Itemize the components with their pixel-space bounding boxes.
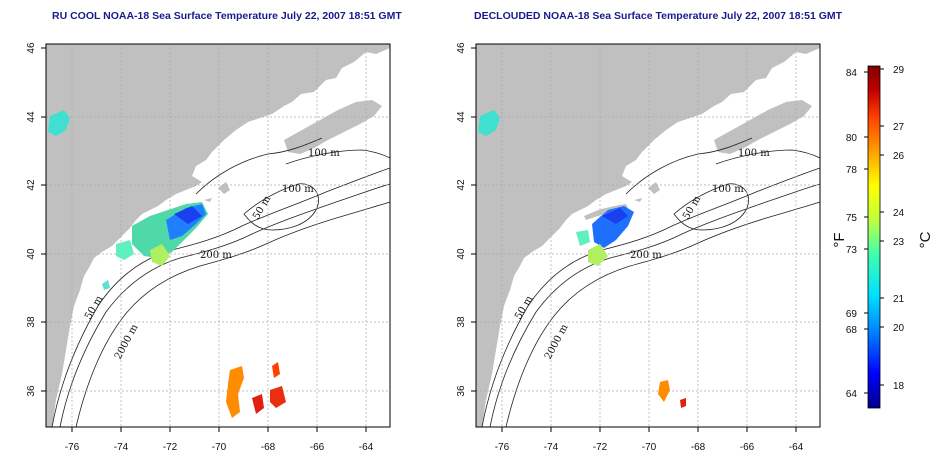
f-tick-label: 75 [846, 213, 858, 224]
y-tick-label: 46 [456, 42, 467, 54]
y-tick-label: 44 [26, 111, 37, 123]
contour-label-100m-b: 100 m [282, 184, 314, 195]
y-tick-label: 42 [26, 179, 37, 191]
colorbar-celsius-labels: 29 27 26 24 23 21 20 18 [893, 65, 905, 392]
x-tick-label: -68 [261, 442, 276, 453]
y-tick-label: 40 [26, 248, 37, 260]
c-tick-label: 26 [893, 151, 905, 162]
fahrenheit-unit-label: °F [831, 232, 848, 247]
x-tick-label: -64 [359, 442, 374, 453]
x-tick-label: -74 [114, 442, 129, 453]
left-sst-map: 100 m 100 m 50 m 200 m 50 m 2000 m -76 -… [26, 42, 391, 453]
c-tick-label: 29 [893, 65, 905, 76]
y-tick-label: 46 [26, 42, 37, 54]
right-tick-marks [471, 47, 797, 432]
contour-label-200m: 200 m [630, 250, 662, 261]
colorbar-ticks [864, 68, 884, 394]
c-tick-label: 27 [893, 122, 905, 133]
x-tick-label: -64 [789, 442, 804, 453]
f-tick-label: 64 [846, 389, 858, 400]
left-axis-labels: -76 -74 -72 -70 -68 -66 -64 46 44 42 40 … [26, 42, 374, 453]
y-tick-label: 40 [456, 248, 467, 260]
left-tick-marks [41, 47, 367, 432]
f-tick-label: 73 [846, 245, 858, 256]
x-tick-label: -72 [163, 442, 178, 453]
x-tick-label: -76 [495, 442, 510, 453]
c-tick-label: 21 [893, 294, 905, 305]
x-tick-label: -72 [593, 442, 608, 453]
c-tick-label: 23 [893, 237, 905, 248]
x-tick-label: -74 [544, 442, 559, 453]
sst-data-overlay [478, 110, 686, 408]
temperature-colorbar: 84 80 78 75 73 69 68 64 29 27 26 24 23 2… [831, 65, 934, 409]
y-tick-label: 36 [456, 385, 467, 397]
x-tick-label: -66 [310, 442, 325, 453]
f-tick-label: 84 [846, 68, 858, 79]
lat-lon-grid [46, 44, 390, 427]
left-map-frame [45, 43, 391, 428]
lat-lon-grid [476, 44, 820, 427]
c-tick-label: 24 [893, 208, 905, 219]
left-map-title: RU COOL NOAA-18 Sea Surface Temperature … [52, 10, 402, 22]
right-sst-map: 100 m 100 m 50 m 200 m 50 m 2000 m -76 -… [456, 42, 821, 453]
c-tick-label: 20 [893, 323, 905, 334]
sst-data-overlay [48, 110, 286, 418]
right-map-frame [475, 43, 821, 428]
y-tick-label: 36 [26, 385, 37, 397]
x-tick-label: -70 [642, 442, 657, 453]
y-tick-label: 42 [456, 179, 467, 191]
f-tick-label: 80 [846, 133, 858, 144]
contour-label-100m-a: 100 m [738, 148, 770, 159]
x-tick-label: -68 [691, 442, 706, 453]
celsius-unit-label: °C [917, 231, 934, 248]
bathymetry-contours [51, 137, 391, 428]
y-tick-label: 38 [26, 316, 37, 328]
right-axis-labels: -76 -74 -72 -70 -68 -66 -64 46 44 42 40 … [456, 42, 804, 453]
colorbar-fahrenheit-labels: 84 80 78 75 73 69 68 64 [846, 68, 858, 400]
contour-label-100m-b: 100 m [712, 184, 744, 195]
right-map-title: DECLOUDED NOAA-18 Sea Surface Temperatur… [474, 10, 843, 22]
c-tick-label: 18 [893, 381, 905, 392]
colorbar-gradient [867, 65, 881, 409]
x-tick-label: -66 [740, 442, 755, 453]
y-tick-label: 38 [456, 316, 467, 328]
contour-label-100m-a: 100 m [308, 148, 340, 159]
f-tick-label: 69 [846, 309, 858, 320]
bathymetry-contours [481, 137, 821, 428]
y-tick-label: 44 [456, 111, 467, 123]
x-tick-label: -70 [212, 442, 227, 453]
contour-label-200m: 200 m [200, 250, 232, 261]
f-tick-label: 68 [846, 325, 858, 336]
f-tick-label: 78 [846, 165, 858, 176]
x-tick-label: -76 [65, 442, 80, 453]
